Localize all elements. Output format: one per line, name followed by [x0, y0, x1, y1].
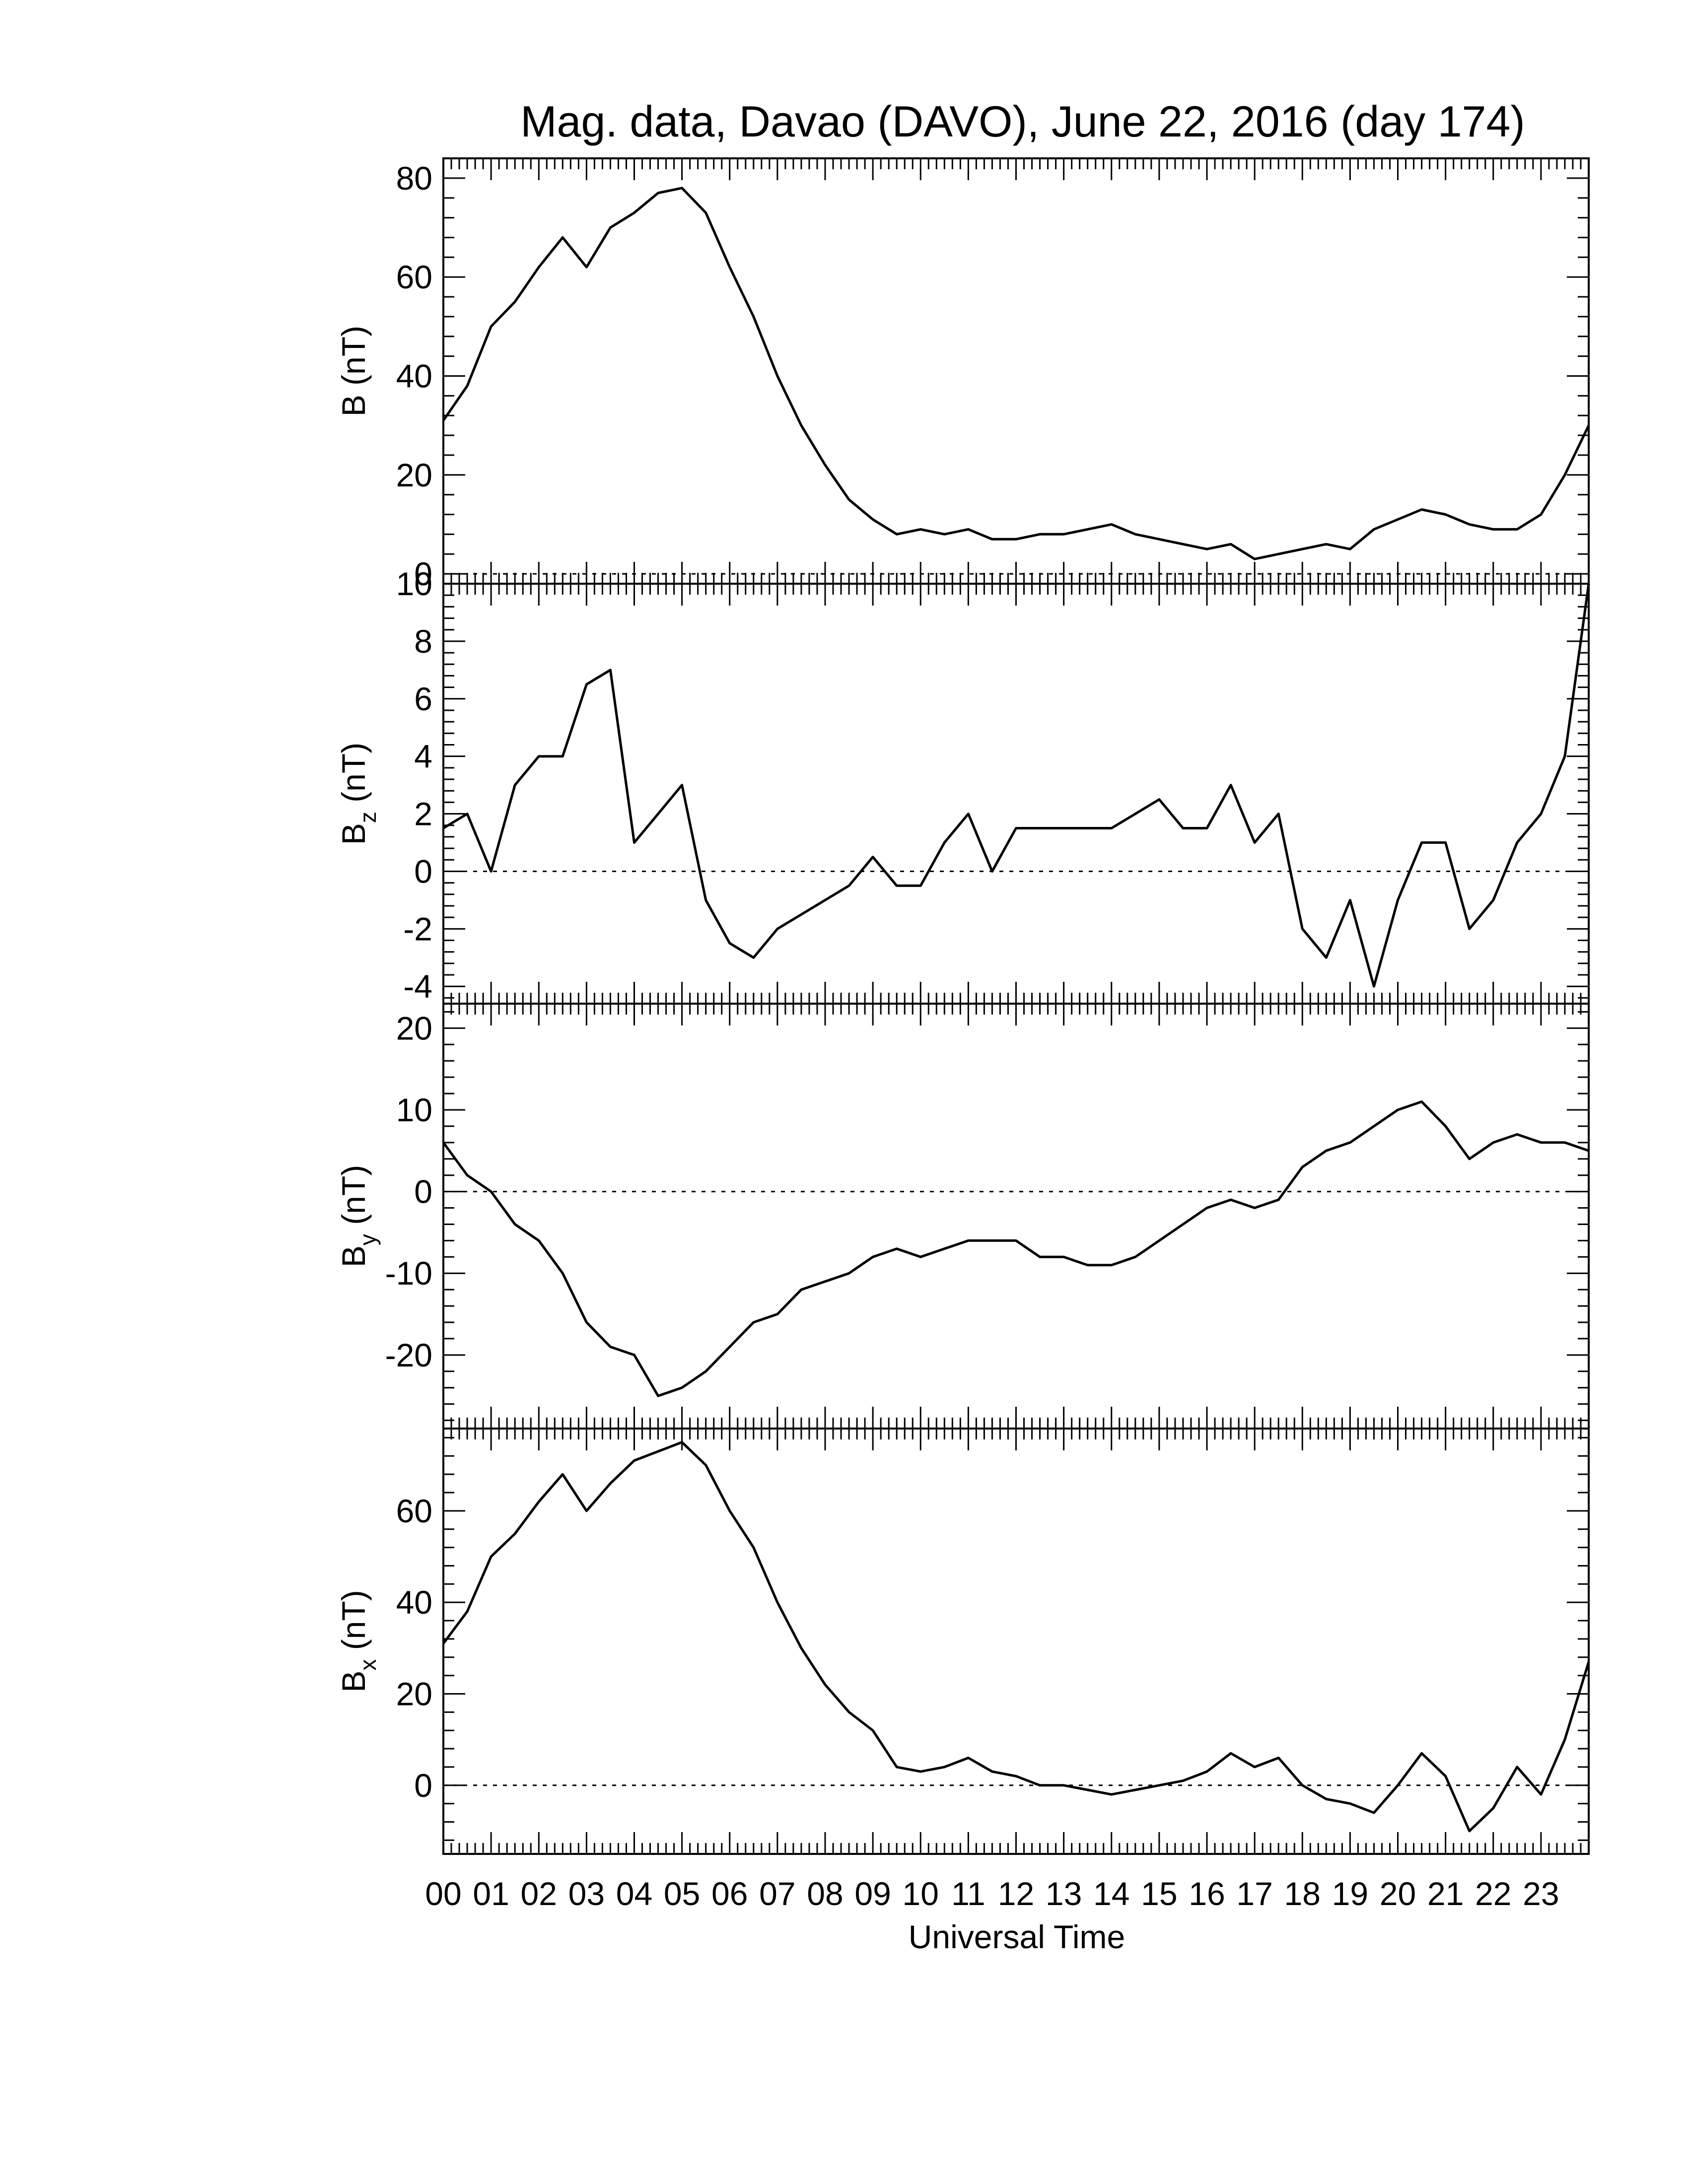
- x-tick-label: 17: [1236, 1875, 1272, 1912]
- x-tick-label: 08: [807, 1875, 843, 1912]
- y-tick-label: 0: [414, 555, 432, 592]
- x-tick-label: 02: [521, 1875, 557, 1912]
- plot-frame: [442, 1428, 1590, 1855]
- y-tick-label: -2: [403, 910, 432, 947]
- plot-frame: [442, 1003, 1590, 1430]
- panel-bx: 0 20 40 60 Bx (nT): [335, 1428, 1590, 1855]
- y-tick-label: -10: [385, 1255, 432, 1292]
- y-tick-label: 20: [396, 1010, 432, 1046]
- y-tick-label: 60: [396, 259, 432, 295]
- y-axis-label: B (nT): [335, 326, 372, 416]
- x-tick-label: 21: [1427, 1875, 1464, 1912]
- x-tick-label: 06: [711, 1875, 748, 1912]
- data-series-by: [442, 1100, 1589, 1397]
- x-tick-label: 11: [951, 1875, 985, 1912]
- y-tick-label: 0: [414, 1767, 432, 1804]
- x-tick-label: 12: [998, 1875, 1034, 1912]
- x-tick-label: 07: [759, 1875, 795, 1912]
- x-tick-label: 09: [854, 1875, 891, 1912]
- y-tick-label: 0: [414, 1173, 432, 1210]
- panel-by: -20 -10 0 10 20 By (nT): [335, 1003, 1590, 1430]
- x-tick-label: 14: [1093, 1875, 1129, 1912]
- x-tick-label: 22: [1475, 1875, 1511, 1912]
- y-tick-label: 40: [396, 1584, 432, 1621]
- y-tick-label: 20: [396, 457, 432, 493]
- y-tick-label: -4: [403, 968, 432, 1005]
- panel-bz: -4 -2 0 2 4 6 8 10 Bz (nT): [335, 565, 1590, 1005]
- y-tick-label: 2: [414, 796, 432, 832]
- x-tick-label: 03: [568, 1875, 605, 1912]
- y-tick-label: 10: [396, 1092, 432, 1128]
- y-tick-label: 6: [414, 681, 432, 717]
- data-series-b-total: [442, 187, 1590, 560]
- y-tick-label: 20: [396, 1675, 432, 1712]
- y-tick-label: -20: [385, 1337, 432, 1373]
- x-tick-label: 05: [664, 1875, 700, 1912]
- x-tick-label: 19: [1332, 1875, 1368, 1912]
- data-series-bx: [442, 1441, 1590, 1833]
- x-tick-label: 20: [1380, 1875, 1416, 1912]
- chart-title: Mag. data, Davao (DAVO), June 22, 2016 (…: [520, 97, 1525, 146]
- x-tick-label: 18: [1284, 1875, 1321, 1912]
- y-tick-label: 4: [414, 738, 432, 775]
- x-tick-label: 23: [1523, 1875, 1559, 1912]
- y-tick-label: 80: [396, 160, 432, 197]
- x-tick-label: 13: [1046, 1875, 1082, 1912]
- y-axis-label: Bz (nT): [335, 743, 381, 845]
- x-tick-label: 01: [473, 1875, 509, 1912]
- plot-frame: [442, 583, 1590, 1005]
- panel-b-total: 0 20 40 60 80 B (nT): [335, 157, 1590, 592]
- x-tick-label: 04: [616, 1875, 652, 1912]
- y-tick-label: 60: [396, 1493, 432, 1529]
- x-tick-label: 15: [1141, 1875, 1177, 1912]
- x-axis-label: Universal Time: [909, 1918, 1125, 1955]
- y-tick-label: 40: [396, 357, 432, 394]
- x-tick-label: 16: [1189, 1875, 1225, 1912]
- y-axis-label: By (nT): [335, 1165, 381, 1267]
- y-axis-label: Bx (nT): [335, 1590, 381, 1692]
- x-tick-label: 10: [903, 1875, 939, 1912]
- x-tick-label: 00: [425, 1875, 461, 1912]
- y-tick-label: 8: [414, 623, 432, 660]
- y-tick-label: 10: [396, 565, 432, 602]
- y-tick-label: 0: [414, 853, 432, 889]
- plot-frame: [442, 157, 1590, 585]
- data-series-bz: [442, 583, 1590, 988]
